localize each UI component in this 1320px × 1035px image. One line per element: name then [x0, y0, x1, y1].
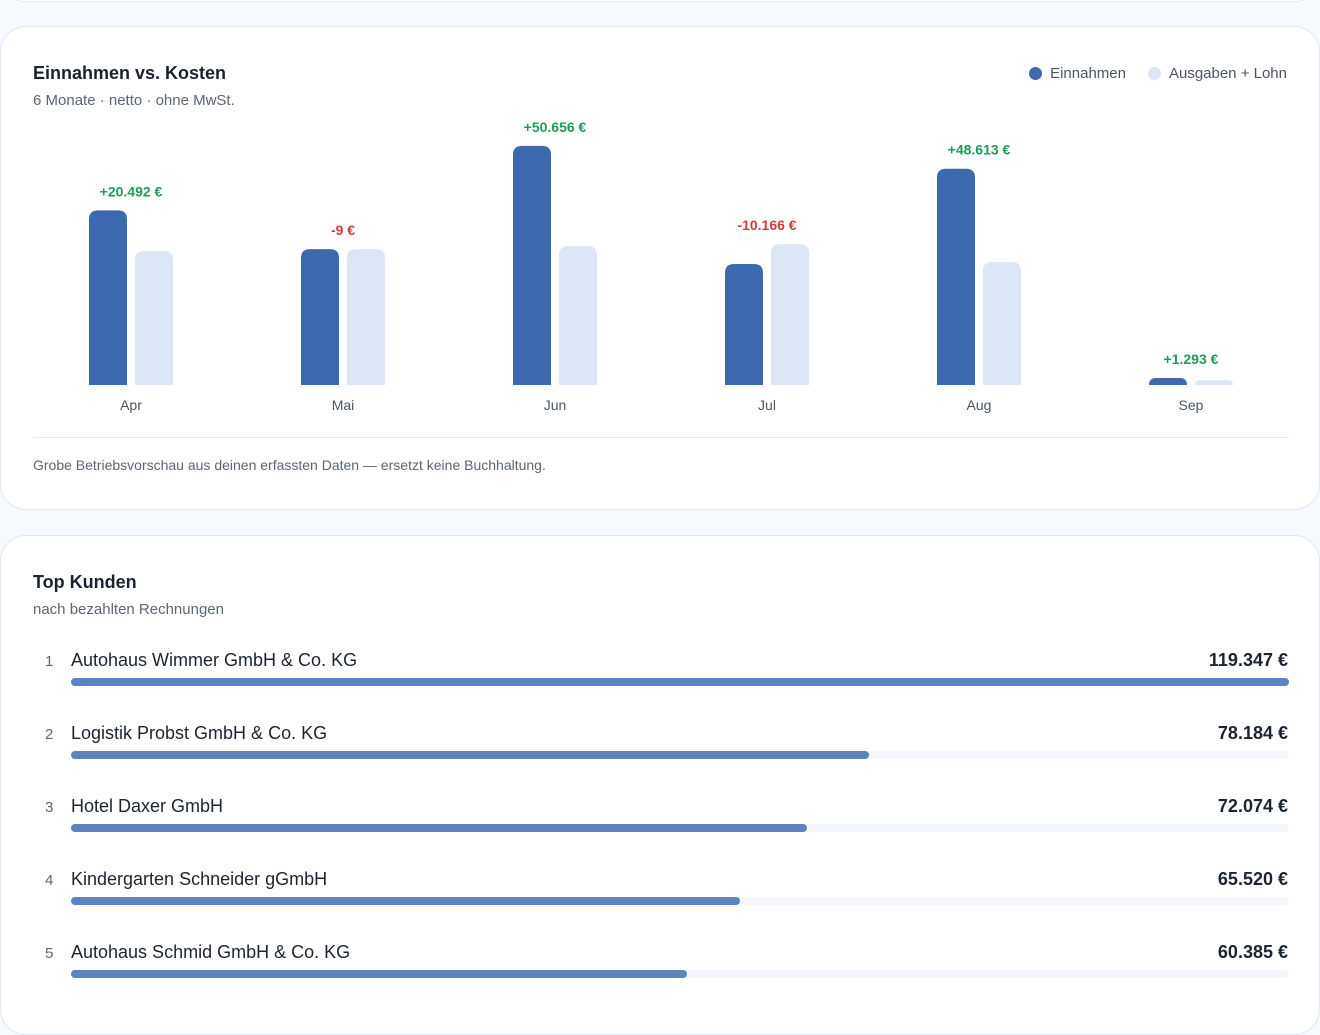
customer-bar-track	[71, 897, 1289, 905]
legend-dot-costs-icon	[1147, 67, 1161, 80]
bar-income-jun	[513, 145, 551, 385]
customer-row[interactable]: 3 Hotel Daxer GmbH 72.074 €	[1, 796, 1320, 872]
customer-name: Autohaus Wimmer GmbH & Co. KG	[71, 650, 358, 670]
legend-label-income: Einnahmen	[1050, 65, 1126, 82]
customer-name: Logistik Probst GmbH & Co. KG	[71, 723, 328, 743]
bar-costs-apr	[135, 251, 173, 385]
customer-bar-fill	[71, 678, 1289, 686]
customer-name: Kindergarten Schneider gGmbH	[71, 869, 328, 889]
legend-item-income: Einnahmen	[1029, 65, 1126, 82]
customer-amount: 119.347 €	[1208, 650, 1288, 670]
data-label-net-jun: +50.656 €	[524, 119, 587, 135]
customers-title: Top Kunden	[33, 572, 137, 592]
customer-amount: 60.385 €	[1217, 942, 1288, 962]
x-tick-label: Sep	[1179, 397, 1204, 413]
bar-costs-mai	[347, 249, 385, 385]
legend-label-costs: Ausgaben + Lohn	[1168, 65, 1287, 82]
bar-costs-aug	[983, 261, 1021, 385]
customer-bar-track	[71, 970, 1289, 978]
bar-income-apr	[89, 210, 127, 385]
customer-amount: 72.074 €	[1217, 796, 1288, 816]
customer-bar-fill	[71, 824, 807, 832]
data-label-net-jul: -10.166 €	[737, 217, 796, 233]
customer-rank: 3	[45, 799, 54, 816]
customer-name: Autohaus Schmid GmbH & Co. KG	[71, 942, 351, 962]
data-label-net-apr: +20.492 €	[100, 183, 163, 199]
customer-name: Hotel Daxer GmbH	[71, 796, 224, 816]
bar-income-mai	[301, 249, 339, 385]
customers-subtitle: nach bezahlten Rechnungen	[33, 601, 224, 618]
customer-rank: 2	[45, 726, 54, 743]
customer-rank: 1	[45, 653, 54, 670]
customer-row[interactable]: 5 Autohaus Schmid GmbH & Co. KG 60.385 €	[1, 942, 1320, 1018]
top-customers-card: Top Kunden nach bezahlten Rechnungen 1 A…	[0, 535, 1320, 1035]
customer-rank: 4	[45, 872, 54, 889]
bar-income-jul	[725, 263, 763, 385]
customer-row[interactable]: 1 Autohaus Wimmer GmbH & Co. KG 119.347 …	[1, 650, 1320, 726]
customer-row[interactable]: 2 Logistik Probst GmbH & Co. KG 78.184 €	[1, 723, 1320, 799]
chart-subtitle: 6 Monate · netto · ohne MwSt.	[33, 92, 235, 109]
previous-card-edge	[0, 0, 1320, 2]
x-tick-label: Apr	[120, 397, 142, 413]
income-costs-chart: Apr +20.492 € Mai -9 € Jun +50.656 € Jul -10.16…	[89, 119, 1233, 413]
customer-bar-track	[71, 678, 1289, 686]
x-tick-label: Mai	[332, 397, 355, 413]
chart-disclaimer: Grobe Betriebsvorschau aus deinen erfass…	[33, 457, 546, 473]
data-label-net-mai: -9 €	[331, 222, 355, 238]
income-vs-costs-card: Apr +20.492 € Mai -9 € Jun +50.656 € Jul -10.16…	[0, 26, 1320, 510]
customer-bar-track	[71, 824, 1289, 832]
bar-income-aug	[937, 168, 975, 385]
chart-divider	[33, 437, 1289, 438]
data-label-net-aug: +48.613 €	[948, 142, 1011, 158]
legend-dot-income-icon	[1029, 67, 1043, 80]
bar-income-sep	[1149, 378, 1187, 385]
x-tick-label: Jul	[758, 397, 776, 413]
x-tick-label: Aug	[967, 397, 992, 413]
bar-costs-jun	[559, 246, 597, 385]
customer-rank: 5	[45, 945, 54, 962]
customer-bar-track	[71, 751, 1289, 759]
legend-item-costs: Ausgaben + Lohn	[1147, 65, 1287, 82]
x-tick-label: Jun	[544, 397, 567, 413]
data-label-net-sep: +1.293 €	[1164, 351, 1219, 367]
customer-amount: 65.520 €	[1217, 869, 1288, 889]
customer-row[interactable]: 4 Kindergarten Schneider gGmbH 65.520 €	[1, 869, 1320, 945]
chart-legend: Einnahmen Ausgaben + Lohn	[1007, 65, 1287, 82]
customer-bar-fill	[71, 970, 688, 978]
customer-bar-fill	[71, 751, 869, 759]
bar-costs-jul	[771, 244, 809, 385]
chart-title: Einnahmen vs. Kosten	[33, 63, 227, 83]
bar-costs-sep	[1195, 380, 1233, 385]
customer-amount: 78.184 €	[1217, 723, 1288, 743]
customer-bar-fill	[71, 897, 740, 905]
